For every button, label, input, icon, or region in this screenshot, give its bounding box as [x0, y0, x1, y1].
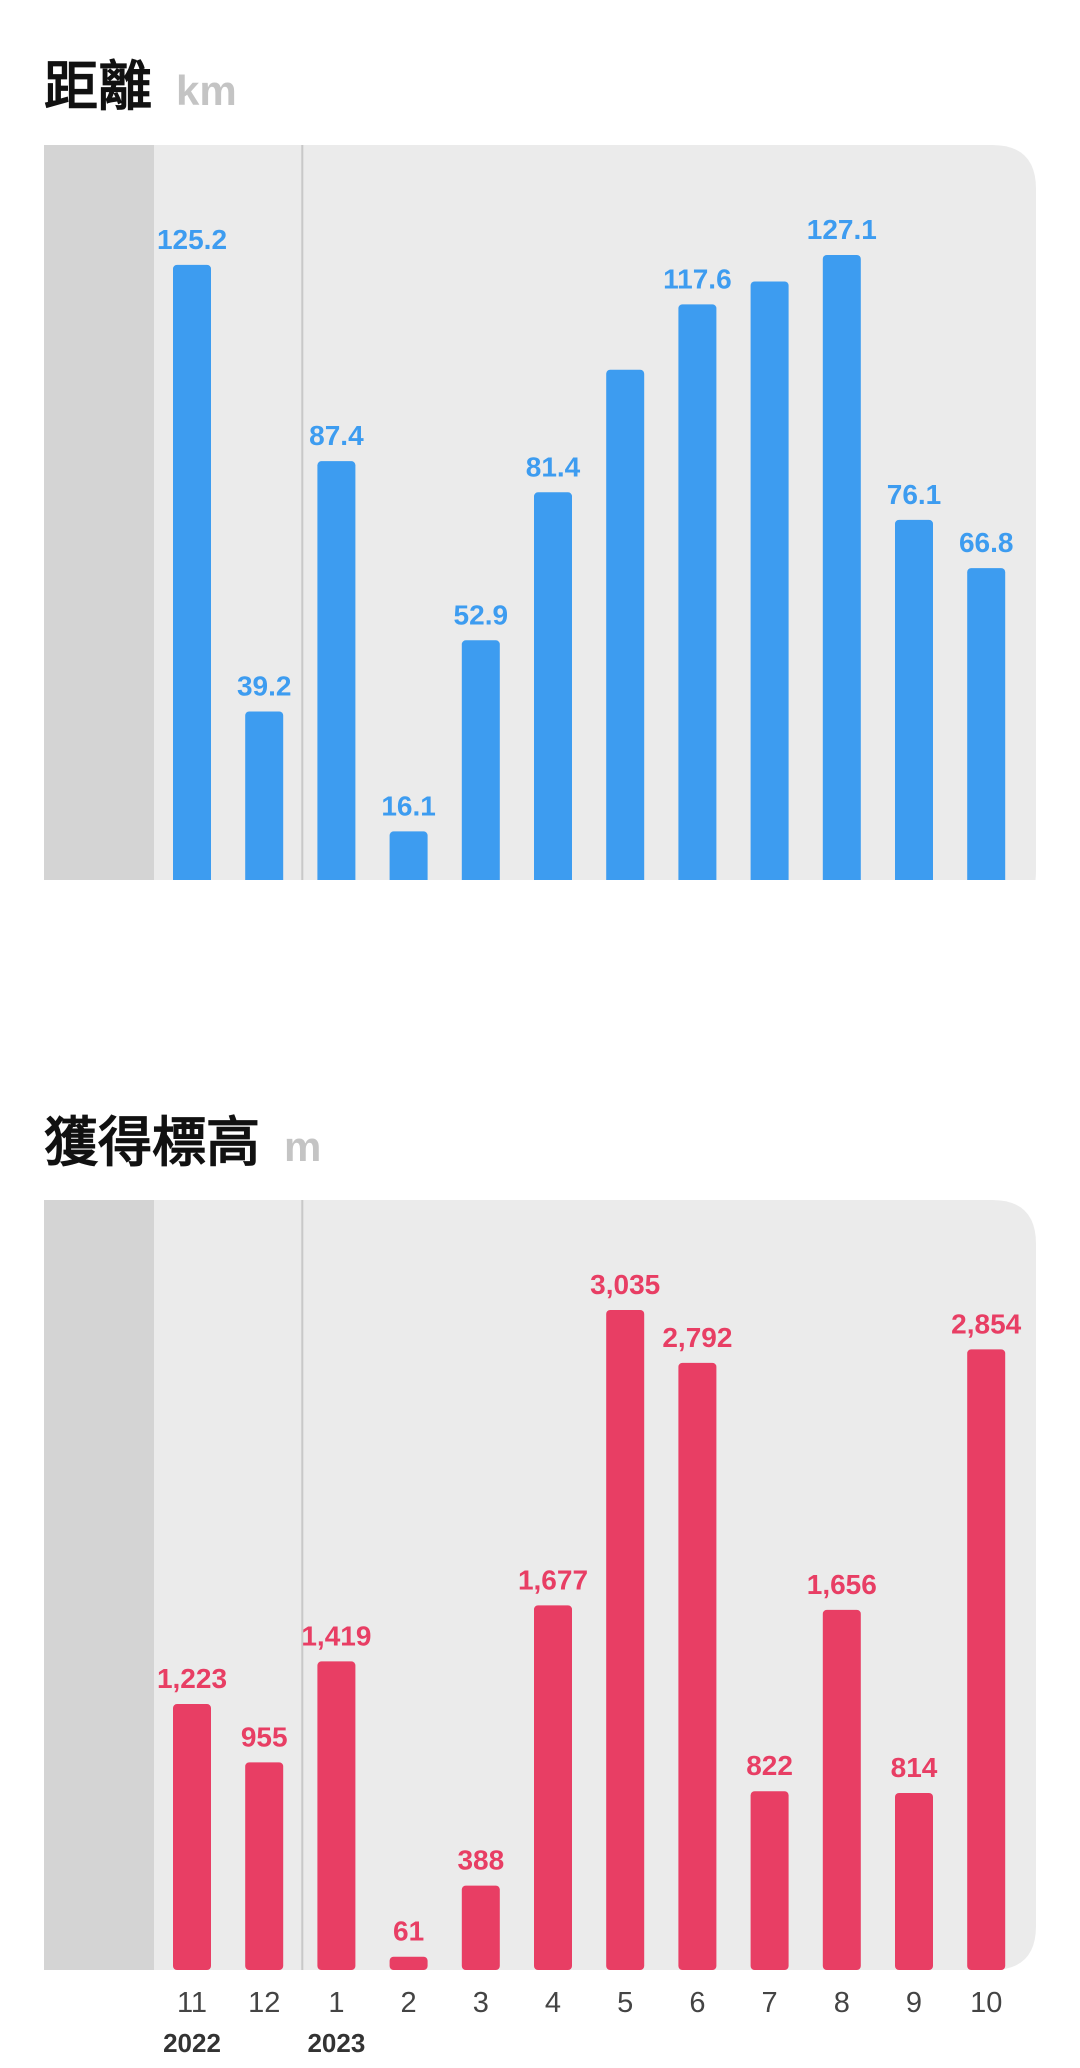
distance-bar [389, 831, 428, 880]
elevation-data-label: 1,223 [157, 1663, 227, 1694]
elevation-bar [534, 1605, 572, 1970]
distance-bar [895, 519, 933, 880]
elevation-bar [606, 1310, 645, 1970]
elevation-bar [461, 1885, 500, 1970]
distance-bar [678, 304, 717, 880]
elevation-data-label: 822 [746, 1750, 793, 1781]
elevation-bar [245, 1762, 284, 1970]
elevation-data-label: 1,419 [301, 1620, 371, 1651]
distance-data-label: 127.1 [807, 214, 877, 245]
distance-bar [173, 264, 211, 880]
elevation-bar [678, 1362, 717, 1970]
elevation-x-tick-label: 4 [545, 1987, 561, 2019]
distance-data-label: 81.4 [526, 451, 581, 482]
elevation-data-label: 2,792 [662, 1322, 732, 1353]
elevation-data-label: 61 [393, 1916, 424, 1947]
elevation-data-label: 955 [241, 1721, 288, 1752]
elevation-bar [967, 1349, 1006, 1970]
elevation-x-tick-label: 10 [970, 1987, 1002, 2019]
distance-data-label: 39.2 [237, 670, 292, 701]
elevation-plot-area [44, 1200, 1036, 1970]
distance-gutter [44, 145, 154, 880]
elevation-x-tick-label: 1 [328, 1987, 344, 2019]
elevation-bar [389, 1956, 428, 1970]
elevation-title: 獲得標高 [44, 1111, 260, 1174]
elevation-data-label: 3,035 [590, 1269, 660, 1300]
elevation-data-label: 1,656 [807, 1569, 877, 1600]
elevation-data-label: 2,854 [951, 1308, 1021, 1339]
elevation-section-title: 獲得標高 m [44, 1098, 321, 1177]
elevation-x-tick-label: 6 [689, 1987, 705, 2019]
distance-chart: 125.21139.21287.4116.1252.9381.445117.66… [44, 145, 1036, 880]
elevation-x-tick-label: 11 [177, 1987, 207, 2019]
elevation-gutter [44, 1200, 154, 1970]
distance-bar [822, 255, 861, 880]
elevation-bar [822, 1609, 861, 1970]
elevation-year-label: 2022 [163, 2028, 221, 2058]
distance-data-label: 117.6 [663, 263, 732, 294]
elevation-bar [173, 1704, 211, 1970]
elevation-data-label: 1,677 [518, 1564, 588, 1595]
distance-data-label: 16.1 [381, 790, 436, 821]
distance-section-title: 距離 km [44, 42, 237, 121]
distance-data-label: 87.4 [309, 420, 364, 451]
elevation-bar [750, 1791, 789, 1970]
distance-bar [534, 492, 572, 880]
distance-bar [606, 369, 645, 880]
elevation-year-label: 2023 [307, 2028, 365, 2058]
distance-data-label: 76.1 [887, 479, 942, 510]
elevation-x-tick-label: 9 [906, 1987, 922, 2019]
elevation-x-tick-label: 8 [834, 1987, 850, 2019]
elevation-x-tick-label: 2 [401, 1987, 417, 2019]
elevation-data-label: 388 [457, 1845, 504, 1876]
distance-bar [750, 281, 789, 880]
distance-bar [245, 711, 284, 880]
distance-bar [967, 568, 1006, 880]
distance-data-label: 52.9 [454, 599, 509, 630]
distance-title: 距離 [44, 55, 152, 118]
elevation-bar [895, 1792, 933, 1970]
elevation-data-label: 814 [891, 1752, 938, 1783]
elevation-x-tick-label: 7 [762, 1987, 778, 2019]
elevation-x-tick-label: 3 [473, 1987, 489, 2019]
distance-bar [317, 461, 356, 880]
distance-unit: km [176, 67, 237, 114]
distance-data-label: 66.8 [959, 527, 1014, 558]
elevation-x-tick-label: 12 [248, 1987, 280, 2019]
elevation-x-tick-label: 5 [617, 1987, 633, 2019]
elevation-unit: m [284, 1123, 322, 1170]
distance-bar [461, 640, 500, 880]
distance-data-label: 125.2 [157, 224, 227, 255]
elevation-bar [317, 1661, 356, 1970]
